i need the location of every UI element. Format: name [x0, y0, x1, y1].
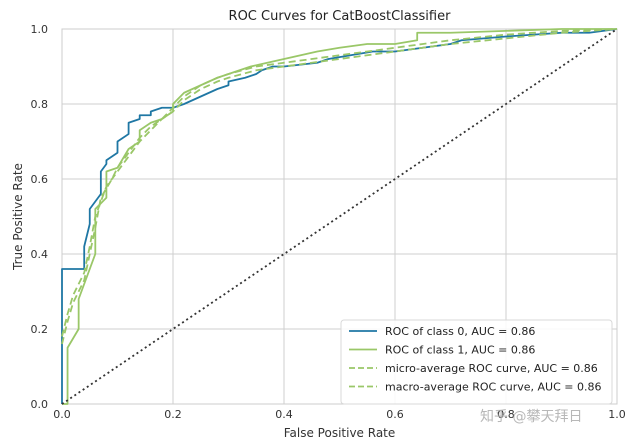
- legend-label: micro-average ROC curve, AUC = 0.86: [385, 362, 598, 375]
- x-tick-label: 0.6: [386, 408, 404, 421]
- series-group: [61, 28, 618, 405]
- chance-diagonal-line: [61, 28, 618, 405]
- x-tick-label: 0.4: [275, 408, 293, 421]
- y-tick-label: 1.0: [31, 23, 49, 36]
- y-tick-label: 0.4: [31, 248, 49, 261]
- legend: ROC of class 0, AUC = 0.86 ROC of class 1…: [340, 319, 613, 405]
- y-tick-label: 0.6: [31, 173, 49, 186]
- x-tick-label: 0.0: [53, 408, 71, 421]
- series-line-1: [62, 28, 617, 405]
- x-axis-title: False Positive Rate: [284, 426, 396, 440]
- gridlines: [61, 28, 618, 405]
- chart-title: ROC Curves for CatBoostClassifier: [229, 9, 452, 24]
- legend-label: macro-average ROC curve, AUC = 0.86: [385, 381, 601, 394]
- legend-box: [340, 319, 613, 405]
- plot-frame: [61, 28, 618, 405]
- series-line-3: [61, 28, 618, 337]
- y-tick-label: 0.2: [31, 323, 49, 336]
- legend-label: ROC of class 1, AUC = 0.86: [385, 344, 535, 357]
- legend-label: ROC of class 0, AUC = 0.86: [385, 325, 535, 338]
- y-axis-title: True Positive Rate: [11, 163, 25, 271]
- x-tick-label: 1.0: [608, 408, 626, 421]
- series-line-2: [61, 28, 618, 345]
- watermark-text: 知乎 @攀天拜日: [480, 408, 582, 425]
- y-tick-label: 0.8: [31, 98, 49, 111]
- x-tick-label: 0.8: [497, 408, 515, 421]
- x-tick-label: 0.2: [164, 408, 182, 421]
- y-tick-label: 0.0: [31, 398, 49, 411]
